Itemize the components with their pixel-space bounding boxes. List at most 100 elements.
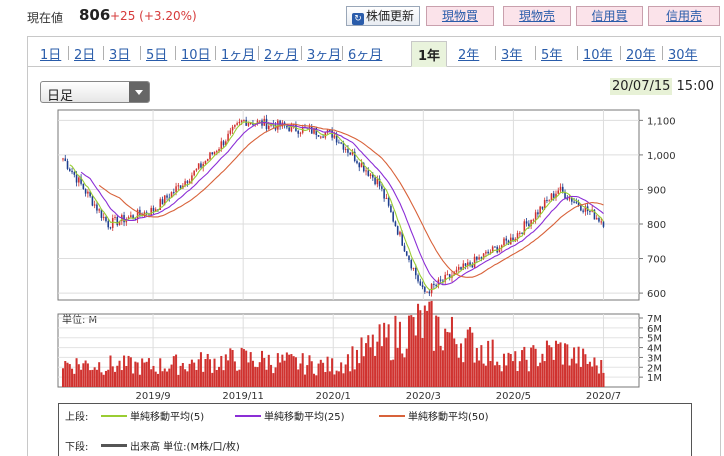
candle-period-select[interactable]: 日足 bbox=[40, 81, 150, 104]
volume-bar bbox=[281, 354, 284, 387]
candle-body bbox=[335, 135, 338, 143]
volume-bar bbox=[548, 345, 551, 387]
margin-sell-button[interactable]: 信用売 bbox=[648, 6, 720, 26]
volume-bar bbox=[206, 353, 209, 387]
candle-body bbox=[227, 133, 229, 142]
volume-bar bbox=[220, 355, 223, 387]
candle-body bbox=[268, 125, 270, 130]
volume-bar bbox=[491, 339, 494, 387]
candle-body bbox=[175, 186, 177, 193]
volume-bar bbox=[288, 354, 291, 387]
tab-14[interactable]: 20年 bbox=[626, 48, 656, 63]
candle-body bbox=[96, 204, 98, 211]
candle-body bbox=[252, 122, 254, 125]
tab-divider bbox=[28, 66, 720, 67]
cash-buy-button[interactable]: 現物買 bbox=[426, 6, 494, 26]
volume-bar bbox=[507, 352, 510, 387]
volume-bar bbox=[222, 370, 225, 387]
tab-13[interactable]: 10年 bbox=[583, 48, 613, 63]
candle-body bbox=[347, 149, 349, 153]
candle-body bbox=[496, 246, 498, 253]
candle-body bbox=[206, 159, 209, 161]
volume-tick-label: 5M bbox=[647, 334, 662, 345]
cash-sell-button[interactable]: 現物売 bbox=[503, 6, 571, 26]
volume-bar bbox=[410, 315, 413, 387]
tab-5[interactable]: 1ヶ月 bbox=[221, 48, 256, 63]
refresh-icon: ↻ bbox=[351, 13, 364, 25]
tab-2[interactable]: 3日 bbox=[109, 48, 131, 63]
candle-body bbox=[197, 163, 200, 169]
tab-11[interactable]: 3年 bbox=[501, 48, 523, 63]
tab-7[interactable]: 3ヶ月 bbox=[307, 48, 342, 63]
ma50-swatch bbox=[379, 415, 405, 417]
candle-body bbox=[82, 183, 85, 189]
volume-bar bbox=[89, 370, 92, 387]
candle-body bbox=[444, 274, 446, 282]
candle-body bbox=[546, 200, 548, 202]
price-tick-label: 1,000 bbox=[647, 151, 676, 162]
candle-body bbox=[240, 120, 243, 122]
volume-bar bbox=[290, 354, 293, 387]
volume-bar bbox=[242, 349, 245, 387]
tab-8[interactable]: 6ヶ月 bbox=[348, 48, 383, 63]
tab-0[interactable]: 1日 bbox=[40, 48, 62, 63]
candle-body bbox=[530, 219, 532, 227]
volume-bar bbox=[444, 328, 447, 387]
tab-6[interactable]: 2ヶ月 bbox=[264, 48, 299, 63]
tab-3[interactable]: 5日 bbox=[146, 48, 168, 63]
volume-bar bbox=[61, 368, 65, 387]
volume-bar bbox=[584, 354, 587, 387]
candle-body bbox=[584, 206, 587, 212]
candle-body bbox=[342, 142, 345, 150]
legend-ma25: 単純移動平均(25) bbox=[229, 408, 345, 423]
candle-body bbox=[408, 255, 410, 260]
refresh-price-button[interactable]: ↻ 株価更新 bbox=[346, 6, 420, 26]
tab-4[interactable]: 10日 bbox=[181, 48, 211, 63]
candle-body bbox=[66, 161, 69, 169]
data-date: 20/07/15 bbox=[610, 78, 673, 95]
volume-bar bbox=[104, 370, 107, 387]
volume-bar bbox=[398, 321, 401, 387]
candle-body bbox=[200, 163, 202, 168]
volume-bar bbox=[437, 316, 440, 387]
volume-bar bbox=[202, 371, 205, 387]
candle-body bbox=[460, 267, 462, 270]
volume-bar bbox=[525, 359, 528, 387]
x-tick-label: 2020/7 bbox=[586, 391, 621, 402]
candle-body bbox=[532, 219, 535, 221]
volume-bar bbox=[303, 374, 306, 387]
volume-bar bbox=[448, 332, 451, 387]
volume-bar bbox=[575, 363, 578, 387]
volume-bar bbox=[358, 363, 361, 387]
volume-bar bbox=[91, 369, 94, 387]
price-tick-label: 900 bbox=[647, 185, 666, 196]
candle-body bbox=[394, 221, 397, 227]
volume-bar bbox=[84, 360, 87, 387]
tab-1[interactable]: 2日 bbox=[74, 48, 96, 63]
tab-10[interactable]: 2年 bbox=[458, 48, 480, 63]
volume-bar bbox=[256, 367, 259, 387]
tab-15[interactable]: 30年 bbox=[668, 48, 698, 63]
volume-bar bbox=[457, 357, 460, 387]
volume-bar bbox=[385, 337, 388, 387]
tab-9[interactable]: 1年 bbox=[411, 41, 448, 67]
volume-bar bbox=[536, 366, 539, 387]
volume-bar bbox=[530, 347, 533, 387]
volume-bar bbox=[136, 362, 139, 387]
legend-ma50-label: 単純移動平均(50) bbox=[408, 412, 489, 423]
candle-body bbox=[247, 123, 250, 126]
candle-body bbox=[324, 132, 327, 138]
volume-bar bbox=[211, 372, 214, 387]
volume-bar bbox=[505, 365, 508, 387]
candle-body bbox=[457, 267, 460, 270]
candle-body bbox=[471, 265, 474, 268]
tab-12[interactable]: 5年 bbox=[541, 48, 563, 63]
price-tick-label: 800 bbox=[647, 220, 666, 231]
volume-bar bbox=[197, 359, 200, 387]
candle-body bbox=[75, 174, 78, 183]
margin-buy-button[interactable]: 信用買 bbox=[576, 6, 643, 26]
volume-bar bbox=[471, 332, 474, 387]
candle-body bbox=[568, 197, 571, 200]
volume-bar bbox=[168, 368, 171, 387]
